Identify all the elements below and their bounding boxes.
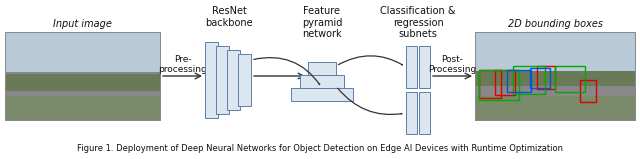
Bar: [406, 46, 417, 88]
Bar: [537, 66, 555, 89]
Bar: [291, 88, 353, 101]
Bar: [507, 70, 531, 92]
Text: Classification &
regression
subnets: Classification & regression subnets: [380, 6, 456, 39]
Bar: [419, 92, 430, 134]
Bar: [513, 66, 545, 94]
Bar: [5, 74, 160, 91]
Bar: [216, 46, 229, 114]
Text: Pre-
processing: Pre- processing: [158, 55, 207, 74]
Bar: [308, 62, 336, 75]
Text: Input image: Input image: [53, 19, 112, 29]
Bar: [479, 70, 501, 98]
Bar: [419, 46, 430, 88]
Bar: [5, 32, 160, 120]
Bar: [227, 50, 240, 110]
Bar: [300, 75, 344, 88]
Text: Feature
pyramid
network: Feature pyramid network: [302, 6, 342, 39]
Bar: [5, 32, 160, 120]
Bar: [475, 32, 635, 120]
Bar: [580, 80, 596, 102]
Bar: [406, 92, 417, 134]
Text: ResNet
backbone: ResNet backbone: [205, 6, 253, 28]
Bar: [205, 42, 218, 118]
FancyArrowPatch shape: [338, 88, 402, 114]
Bar: [5, 72, 160, 96]
Text: Post-
Processing: Post- Processing: [428, 55, 477, 74]
FancyArrowPatch shape: [339, 56, 403, 65]
Bar: [495, 70, 515, 95]
Text: Figure 1. Deployment of Deep Neural Networks for Object Detection on Edge AI Dev: Figure 1. Deployment of Deep Neural Netw…: [77, 144, 563, 153]
Bar: [238, 54, 251, 106]
Bar: [479, 70, 519, 100]
Bar: [530, 68, 550, 88]
Bar: [5, 32, 160, 74]
Bar: [475, 71, 635, 86]
Text: 2D bounding boxes: 2D bounding boxes: [508, 19, 602, 29]
Bar: [475, 72, 635, 96]
FancyArrowPatch shape: [253, 58, 319, 85]
Bar: [475, 32, 635, 120]
Bar: [475, 32, 635, 71]
Bar: [555, 66, 585, 92]
